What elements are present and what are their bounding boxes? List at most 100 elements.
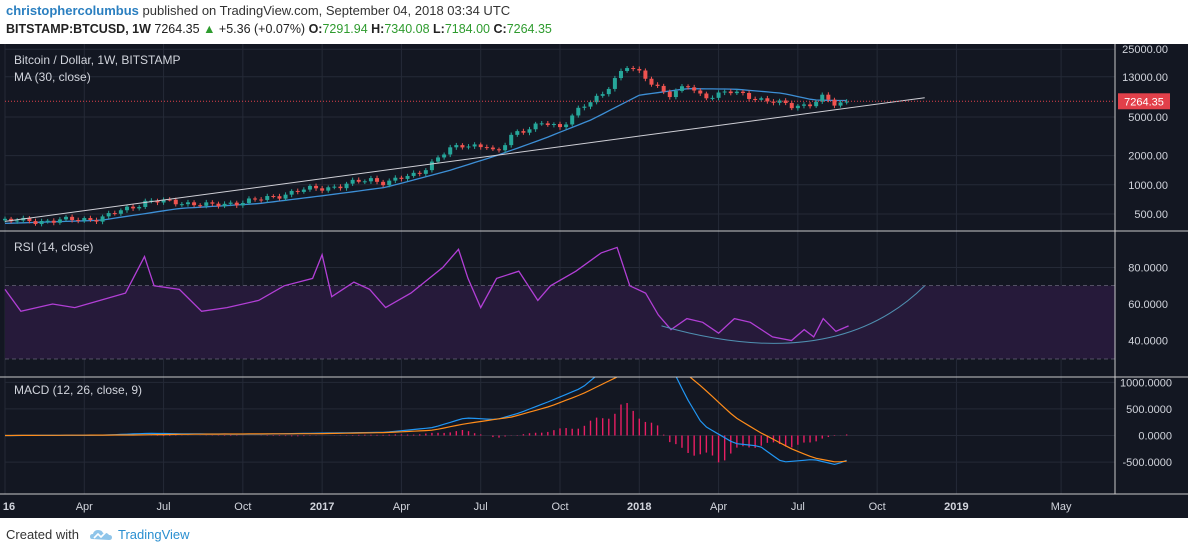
candle-body [588, 102, 593, 107]
candle-body [722, 91, 727, 93]
candle-body [204, 202, 209, 206]
candle-body [283, 194, 288, 199]
macd-legend: MACD (12, 26, close, 9) [14, 383, 142, 397]
time-tick-label: 2018 [627, 501, 651, 513]
candle-body [185, 202, 190, 205]
candle-body [198, 205, 203, 207]
candle-body [521, 131, 526, 133]
candle-body [655, 84, 660, 86]
candle-body [45, 220, 50, 222]
candle-body [442, 154, 447, 158]
price-tick-label: 500.00 [1134, 209, 1168, 221]
chart-canvas[interactable]: 25000.00 13000.00 5000.00 2000.00 1000.00 500… [0, 44, 1188, 518]
symbol-label: BITSTAMP:BTCUSD, 1W [6, 22, 151, 36]
tradingview-cloud-icon [88, 527, 114, 548]
price-tick-label: 1000.00 [1128, 180, 1168, 192]
candle-body [375, 178, 380, 182]
candle-body [27, 217, 32, 222]
candle-body [57, 219, 62, 223]
candle-body [15, 220, 20, 222]
candle-body [515, 131, 520, 135]
candle-body [558, 124, 562, 128]
candle-body [265, 196, 270, 200]
candle-body [448, 147, 453, 155]
candle-body [753, 98, 758, 100]
candle-body [277, 196, 282, 199]
candle-body [368, 178, 373, 182]
time-tick-label: Apr [393, 501, 410, 513]
macd-tick-label: 0.0000 [1138, 431, 1172, 443]
candle-body [124, 206, 129, 211]
rsi-tick-label: 40.0000 [1128, 336, 1168, 348]
candle-body [838, 102, 843, 106]
time-tick-label: Apr [710, 501, 727, 513]
candle-body [33, 221, 38, 225]
candle-body [88, 218, 93, 221]
time-tick-label: Oct [869, 501, 886, 513]
ma-legend: MA (30, close) [14, 70, 91, 84]
candle-body [503, 145, 508, 151]
change-up-icon: ▲ [203, 22, 216, 36]
candle-body [436, 157, 441, 162]
candle-body [222, 203, 227, 207]
candle-body [637, 68, 642, 71]
candle-body [216, 203, 221, 207]
candle-body [814, 101, 819, 107]
candle-body [155, 200, 160, 203]
tradingview-link[interactable]: TradingView [118, 527, 190, 542]
candle-body [454, 145, 459, 148]
candle-body [606, 88, 611, 95]
candle-body [295, 190, 300, 192]
candle-body [253, 198, 258, 200]
candle-body [271, 196, 276, 198]
last-price-tag-text: 7264.35 [1124, 96, 1164, 108]
ohlc-line: BITSTAMP:BTCUSD, 1W 7264.35 ▲ +5.36 (+0.… [6, 22, 552, 36]
change-value: +5.36 (+0.07%) [218, 22, 306, 36]
candle-body [716, 92, 721, 98]
rsi-legend: RSI (14, close) [14, 240, 93, 254]
candle-body [112, 213, 117, 215]
candle-body [631, 68, 636, 70]
candle-body [429, 161, 434, 171]
candle-body [3, 218, 7, 221]
candle-body [350, 179, 355, 184]
pane-labels: Bitcoin / Dollar, 1W, BITSTAMP MA (30, c… [14, 53, 181, 397]
candle-body [94, 220, 99, 222]
author-link[interactable]: christophercolumbus [6, 3, 139, 18]
candle-body [259, 199, 264, 201]
price-tick-label: 2000.00 [1128, 151, 1168, 163]
axes-layer: 25000.00 13000.00 5000.00 2000.00 1000.00 500… [0, 44, 1188, 513]
created-with-text: Created with [6, 527, 79, 542]
candle-body [509, 134, 514, 146]
candle-body [490, 147, 495, 150]
candle-body [326, 187, 331, 191]
candle-body [740, 91, 745, 93]
candle-body [576, 107, 581, 116]
candle-body [661, 85, 666, 92]
candle-body [564, 124, 569, 128]
macd-tick-label: 500.0000 [1126, 404, 1172, 416]
candle-body [356, 179, 361, 182]
open-label: O: [308, 22, 323, 36]
candle-body [600, 94, 605, 96]
candle-body [460, 145, 465, 148]
time-tick-label: Jul [157, 501, 171, 513]
candle-body [307, 185, 312, 190]
published-text: published on TradingView.com, September … [142, 3, 511, 18]
candle-body [734, 91, 739, 94]
ma-layer [4, 88, 847, 225]
candle-body [594, 95, 599, 103]
price-trendline [4, 97, 925, 222]
time-tick-label: Apr [76, 501, 93, 513]
candle-body [527, 129, 532, 133]
candle-body [643, 70, 648, 79]
rsi-line [4, 246, 849, 342]
close-label: C: [493, 22, 507, 36]
signal-line [5, 377, 847, 463]
candle-body [76, 219, 81, 221]
candle-body [789, 103, 794, 109]
candle-body [612, 78, 617, 89]
candle-body [667, 91, 672, 98]
time-tick-label: 16 [3, 501, 15, 513]
macd-tick-label: 1000.0000 [1120, 377, 1172, 389]
